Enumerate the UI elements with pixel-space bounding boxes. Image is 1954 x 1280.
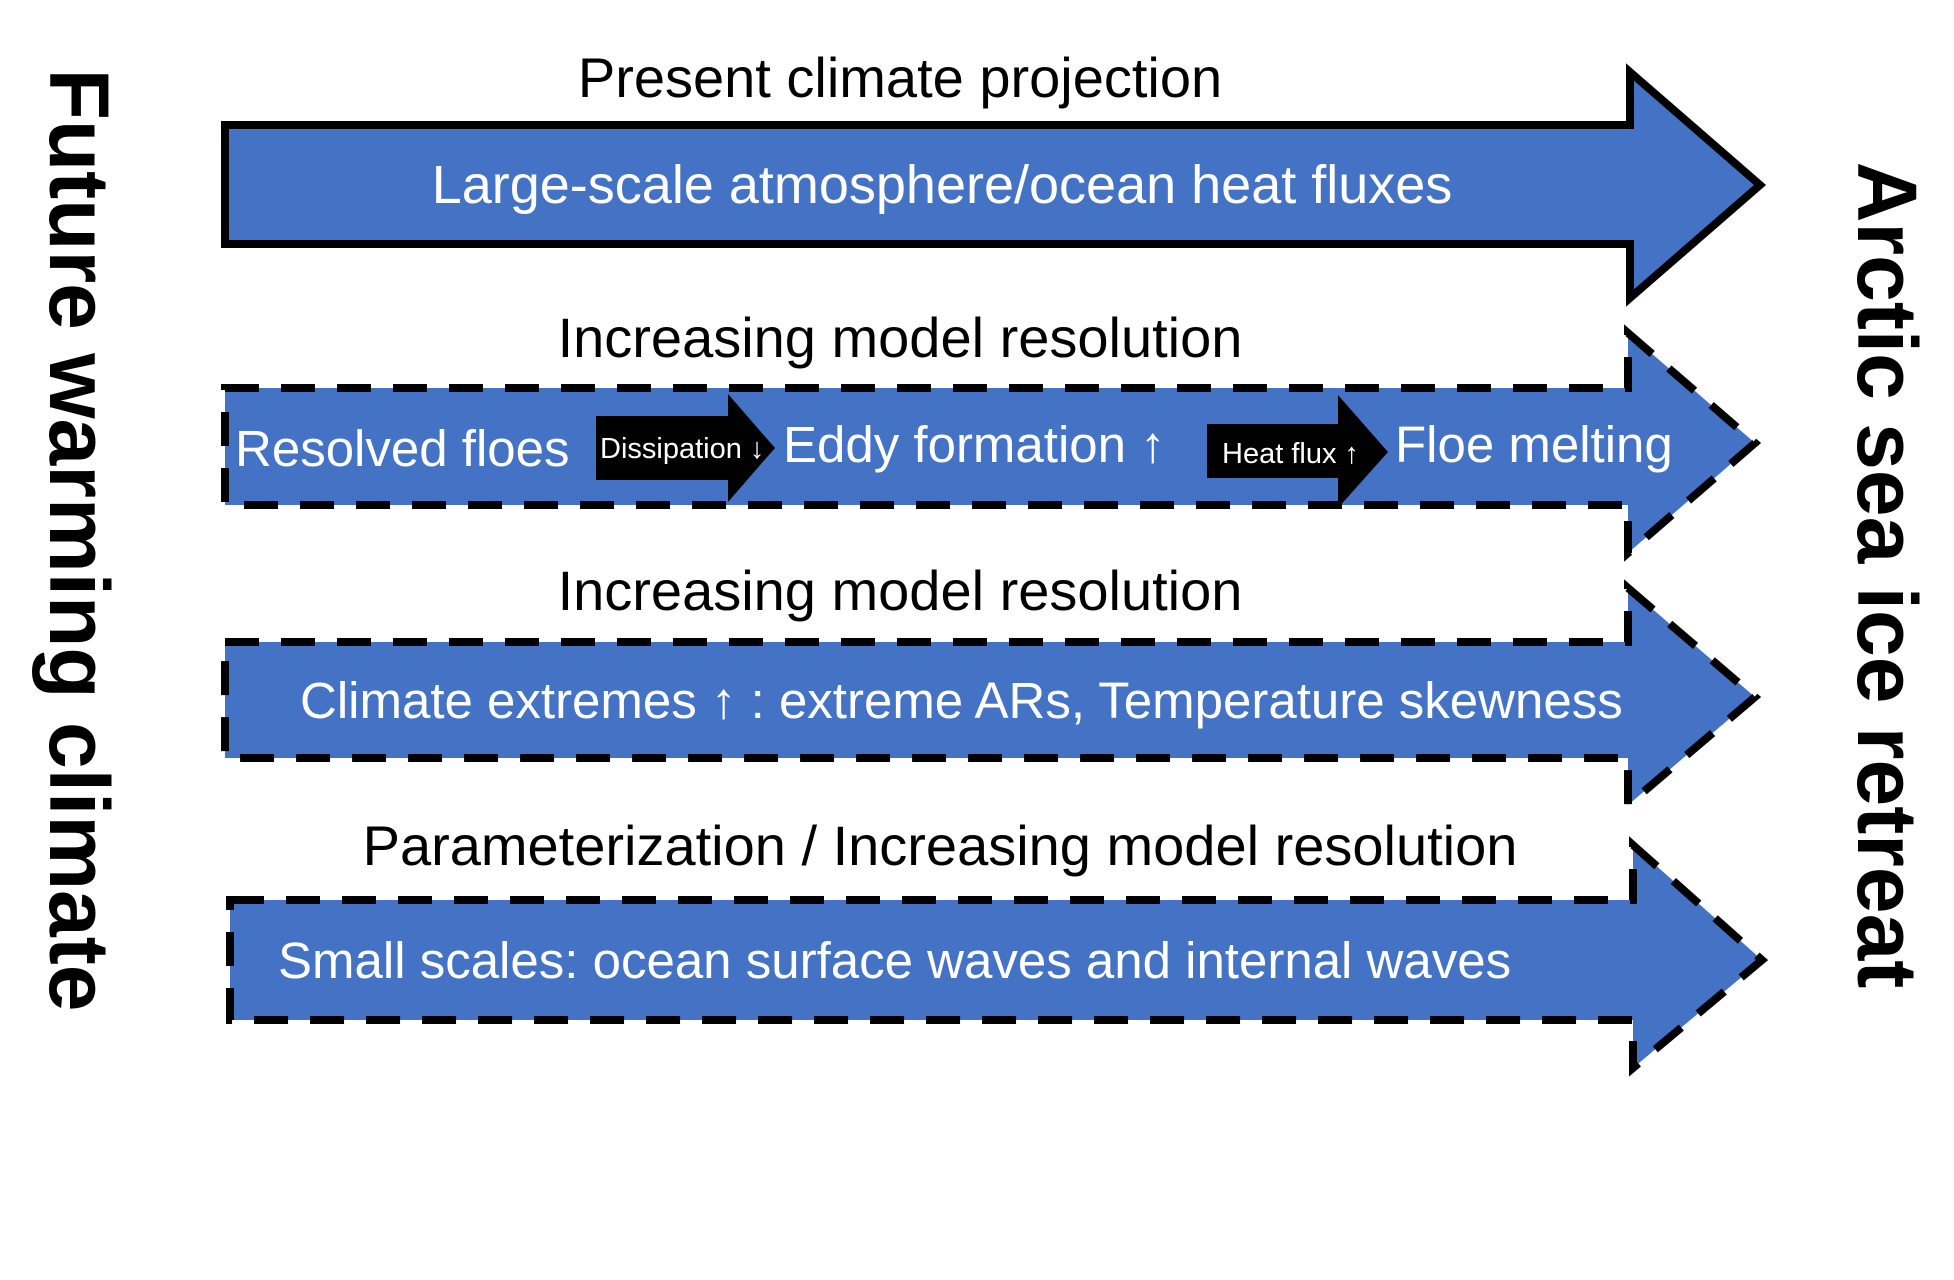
row1-arrow bbox=[221, 63, 1767, 307]
row-parameterization-waves: Parameterization / Increasing model reso… bbox=[226, 814, 1769, 1077]
row2-arrow bbox=[221, 324, 1762, 562]
row1-arrow-text: Large-scale atmosphere/ocean heat fluxes bbox=[432, 155, 1453, 215]
row4-heading: Parameterization / Increasing model reso… bbox=[363, 814, 1518, 877]
row3-arrow-text: Climate extremes ↑ : extreme ARs, Temper… bbox=[300, 672, 1623, 729]
left-side-label: Future warming climate bbox=[32, 69, 126, 1012]
row4-arrow bbox=[226, 836, 1769, 1077]
row3-arrow bbox=[221, 579, 1762, 814]
row3-heading: Increasing model resolution bbox=[558, 559, 1243, 622]
chain-step-eddy-formation: Eddy formation ↑ bbox=[783, 416, 1166, 473]
row1-heading: Present climate projection bbox=[578, 46, 1222, 109]
row-resolution-floes: Increasing model resolution Resolved flo… bbox=[221, 306, 1762, 562]
chain-link-dissipation-arrow bbox=[596, 394, 775, 502]
row-resolution-extremes: Increasing model resolution Climate extr… bbox=[221, 559, 1762, 814]
chain-link-heatflux-arrow bbox=[1207, 395, 1388, 508]
chain-step-resolved-floes: Resolved floes bbox=[235, 420, 570, 477]
chain-link-heatflux-label: Heat flux ↑ bbox=[1222, 438, 1359, 470]
row-present-projection: Present climate projection Large-scale a… bbox=[221, 46, 1767, 307]
chain-step-floe-melting: Floe melting bbox=[1395, 416, 1673, 473]
chain-link-dissipation-label: Dissipation ↓ bbox=[600, 433, 764, 465]
row4-arrow-text: Small scales: ocean surface waves and in… bbox=[278, 932, 1511, 989]
right-side-label: Arctic sea ice retreat bbox=[1840, 162, 1934, 989]
row2-heading: Increasing model resolution bbox=[558, 306, 1243, 369]
